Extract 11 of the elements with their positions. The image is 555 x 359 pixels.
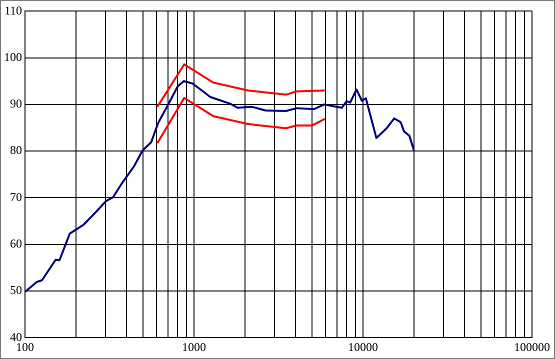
y-tick-label: 110 [4,3,22,18]
y-tick-label: 80 [10,143,22,158]
x-tick-label: 10000 [348,340,378,354]
x-tick-label: 1000 [182,340,206,354]
y-tick-label: 70 [10,190,22,204]
y-tick-label: 50 [10,283,22,298]
y-tick-label: 90 [10,96,22,111]
y-tick-label: 60 [10,236,22,250]
y-tick-label: 100 [4,50,22,64]
x-tick-label: 100000 [514,340,550,354]
y-tick-label: 40 [10,330,22,344]
